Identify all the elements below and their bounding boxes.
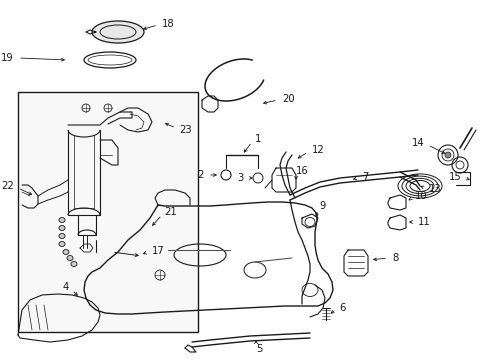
Ellipse shape [59, 234, 65, 238]
Ellipse shape [67, 256, 73, 261]
Text: 12: 12 [311, 145, 324, 155]
Ellipse shape [59, 225, 65, 230]
Text: 3: 3 [237, 173, 244, 183]
Text: 14: 14 [411, 138, 424, 148]
Text: 11: 11 [417, 217, 430, 227]
Text: 9: 9 [319, 201, 325, 211]
Text: 18: 18 [162, 19, 174, 29]
Text: 13: 13 [428, 184, 441, 194]
Text: 1: 1 [254, 134, 260, 144]
Ellipse shape [71, 261, 77, 266]
Text: 7: 7 [361, 172, 367, 182]
Text: 10: 10 [414, 191, 427, 201]
Text: 17: 17 [151, 246, 164, 256]
Text: 23: 23 [179, 125, 192, 135]
Bar [18, 92, 198, 332]
Text: 15: 15 [447, 171, 460, 181]
Text: 22: 22 [1, 181, 14, 191]
Text: 2: 2 [197, 170, 203, 180]
Text: 20: 20 [281, 94, 294, 104]
Ellipse shape [59, 242, 65, 247]
Text: 5: 5 [256, 344, 262, 354]
Text: 16: 16 [295, 166, 308, 176]
Text: 6: 6 [339, 303, 345, 313]
Text: 4: 4 [63, 282, 69, 292]
Ellipse shape [444, 152, 450, 158]
Ellipse shape [63, 249, 69, 255]
Text: 19: 19 [1, 53, 14, 63]
Text: 8: 8 [391, 253, 397, 262]
Ellipse shape [92, 21, 143, 43]
Ellipse shape [59, 217, 65, 222]
Text: 21: 21 [164, 207, 177, 217]
